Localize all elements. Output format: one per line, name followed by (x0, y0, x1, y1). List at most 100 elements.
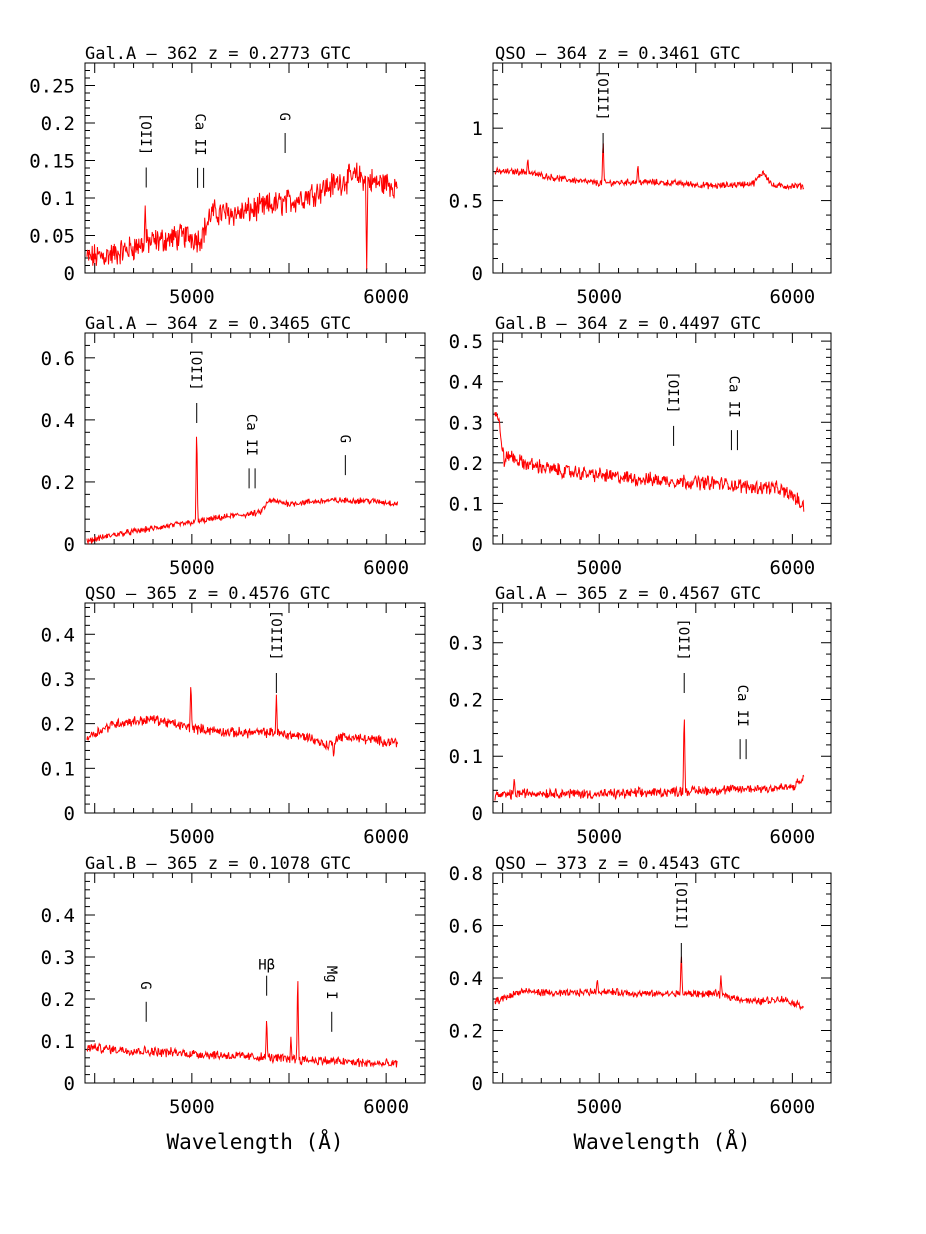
spectrum-panel-5: 0 0.1 0.2 0.3 0.4 5000 6000 QSO – 365 z = 0.457… (41, 584, 426, 848)
spectrum-panel-7: 0 0.1 0.2 0.3 0.4 5000 6000 Gal.B – 365 z = 0.1… (41, 854, 426, 1154)
y-tick-label: 0 (472, 1073, 483, 1095)
x-axis-label: Wavelength (Å) (573, 1128, 750, 1154)
line-label: G (336, 435, 352, 443)
x-tick-label: 6000 (363, 826, 409, 848)
y-tick-label: 0.3 (41, 669, 75, 691)
line-label: [OII] (188, 349, 204, 391)
panel-title: QSO – 364 z = 0.3461 GTC (495, 44, 741, 64)
x-tick-label: 6000 (769, 557, 815, 579)
x-tick-label: 5000 (169, 286, 215, 308)
line-label: [OII] (137, 113, 153, 155)
y-tick-label: 0.6 (41, 348, 75, 370)
y-tick-label: 0.4 (41, 905, 75, 927)
x-tick-label: 5000 (576, 826, 622, 848)
line-label: G (137, 981, 153, 989)
y-tick-label: 0.1 (41, 188, 75, 210)
x-tick-label: 6000 (769, 826, 815, 848)
panel-title: QSO – 373 z = 0.4543 GTC (495, 854, 741, 874)
panel-title: Gal.B – 364 z = 0.4497 GTC (495, 314, 761, 334)
y-tick-label: 0.2 (41, 989, 75, 1011)
y-tick-label: 0.3 (449, 633, 483, 655)
y-tick-label: 0.1 (41, 758, 75, 780)
spectrum-line (494, 719, 805, 801)
panel-title: QSO – 365 z = 0.4576 GTC (85, 584, 331, 604)
line-label: Ca II (192, 113, 208, 155)
spectrum-panel-6: 0 0.1 0.2 0.3 5000 6000 Gal.A – 365 z = 0.4567… (449, 584, 832, 848)
y-tick-label: 0 (64, 803, 75, 825)
spectrum-panel-1: 0 0.05 0.1 0.15 0.2 0.25 5000 6000 Gal.A – 362 z… (29, 44, 426, 308)
y-tick-label: 0.2 (449, 453, 483, 475)
y-tick-label: 1 (472, 118, 483, 140)
x-tick-label: 6000 (769, 286, 815, 308)
spectrum-panel-8: 0 0.2 0.4 0.6 0.8 5000 6000 QSO – 373 z = 0.454… (449, 854, 832, 1154)
x-tick-label: 5000 (169, 557, 215, 579)
line-label: [OIII] (594, 70, 610, 121)
y-tick-label: 0 (64, 263, 75, 285)
x-tick-label: 6000 (769, 1096, 815, 1118)
y-tick-label: 0.4 (41, 410, 75, 432)
plot-frame (84, 602, 426, 814)
y-tick-label: 0 (472, 803, 483, 825)
line-label: Ca II (243, 414, 259, 456)
y-tick-label: 0.4 (449, 372, 483, 394)
plot-frame (84, 332, 426, 545)
line-label: G (276, 113, 292, 121)
y-tick-label: 0.4 (41, 624, 75, 646)
line-label: Mg I (323, 966, 339, 1000)
line-label: [OIII] (672, 880, 688, 931)
y-tick-label: 0 (472, 263, 483, 285)
x-tick-label: 6000 (363, 557, 409, 579)
spectrum-line (86, 162, 398, 270)
y-tick-label: 0 (64, 534, 75, 556)
y-tick-label: 0.5 (449, 331, 483, 353)
plot-frame (492, 872, 832, 1084)
y-tick-label: 0 (472, 534, 483, 556)
x-tick-label: 5000 (576, 1096, 622, 1118)
y-tick-label: 0.25 (29, 76, 75, 98)
y-tick-label: 0.2 (449, 1021, 483, 1043)
x-tick-label: 5000 (576, 286, 622, 308)
panel-title: Gal.A – 362 z = 0.2773 GTC (85, 44, 351, 64)
x-tick-label: 6000 (363, 286, 409, 308)
y-tick-label: 0.2 (41, 113, 75, 135)
spectrum-panel-3: 0 0.2 0.4 0.6 5000 6000 Gal.A – 364 z = 0.3465… (41, 314, 426, 579)
y-tick-label: 0 (64, 1073, 75, 1095)
panel-title: Gal.A – 364 z = 0.3465 GTC (85, 314, 351, 334)
spectrum-line (86, 687, 399, 757)
x-tick-label: 6000 (363, 1096, 409, 1118)
spectrum-panel-2: 0 0.5 1 5000 6000 QSO – 364 z = 0.3461 GTC [OI… (449, 44, 832, 308)
y-tick-label: 0.1 (449, 493, 483, 515)
spectrum-line (494, 956, 805, 1011)
y-tick-label: 0.6 (449, 916, 483, 938)
plot-frame (492, 602, 832, 814)
panel-title: Gal.A – 365 z = 0.4567 GTC (495, 584, 761, 604)
y-tick-label: 0.2 (449, 689, 483, 711)
y-tick-label: 0.8 (449, 863, 483, 885)
line-label: [OIII] (267, 610, 283, 661)
spectrum-panel-4: 0 0.1 0.2 0.3 0.4 0.5 5000 6000 Gal.B – 364 z = … (449, 314, 832, 579)
y-tick-label: 0.3 (449, 412, 483, 434)
y-tick-label: 0.15 (29, 151, 75, 173)
y-tick-label: 0.2 (41, 714, 75, 736)
panel-title: Gal.B – 365 z = 0.1078 GTC (85, 854, 351, 874)
x-tick-label: 5000 (169, 826, 215, 848)
spectrum-line (86, 436, 399, 546)
plot-frame (492, 62, 832, 274)
plot-frame (84, 872, 426, 1084)
y-tick-label: 0.3 (41, 947, 75, 969)
spectrum-line (86, 981, 398, 1068)
y-tick-label: 0.05 (29, 226, 75, 248)
y-tick-label: 0.2 (41, 472, 75, 494)
y-tick-label: 0.1 (41, 1031, 75, 1053)
y-tick-label: 0.4 (449, 968, 483, 990)
x-tick-label: 5000 (169, 1096, 215, 1118)
plot-frame (492, 332, 832, 545)
line-label: Ca II (725, 376, 741, 418)
line-label: Hβ (258, 958, 275, 974)
y-tick-label: 0.1 (449, 746, 483, 768)
line-label: Ca II (734, 685, 750, 727)
y-tick-label: 0.5 (449, 191, 483, 213)
x-tick-label: 5000 (576, 557, 622, 579)
spectrum-line (494, 143, 805, 191)
